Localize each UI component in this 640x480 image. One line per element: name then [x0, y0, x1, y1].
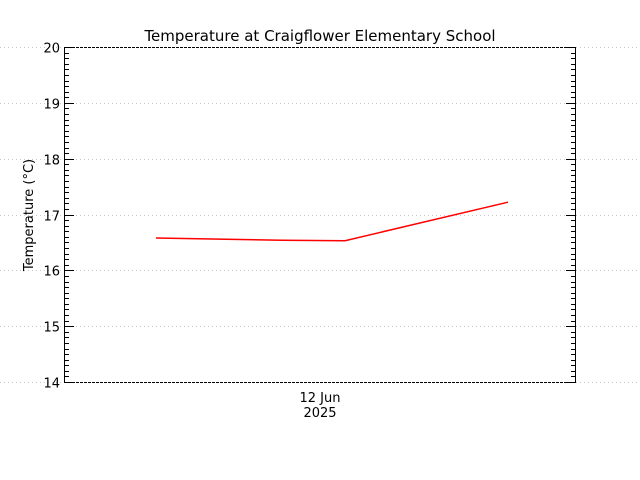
y-axis-label: Temperature (°C): [22, 159, 37, 272]
y-tick-label: 15: [43, 321, 60, 336]
y-tick-label: 17: [43, 210, 60, 225]
plot-frame: [64, 47, 576, 383]
y-tick-label: 14: [43, 377, 60, 392]
y-tick-label: 19: [43, 98, 60, 113]
x-tick-label-date: 12 Jun: [300, 391, 341, 406]
y-tick-label: 18: [43, 154, 60, 169]
temperature-series-line: [155, 201, 509, 242]
y-tick-label: 20: [43, 42, 60, 57]
y-tick-label: 16: [43, 265, 60, 280]
y-gridlines: [0, 47, 640, 383]
y-axis-ticks: [64, 47, 576, 383]
x-tick-label-year: 2025: [303, 406, 336, 421]
chart-title: Temperature at Craigflower Elementary Sc…: [143, 27, 495, 45]
y-axis-tick-labels: 14 15 16 17 18 19 20: [43, 42, 60, 392]
